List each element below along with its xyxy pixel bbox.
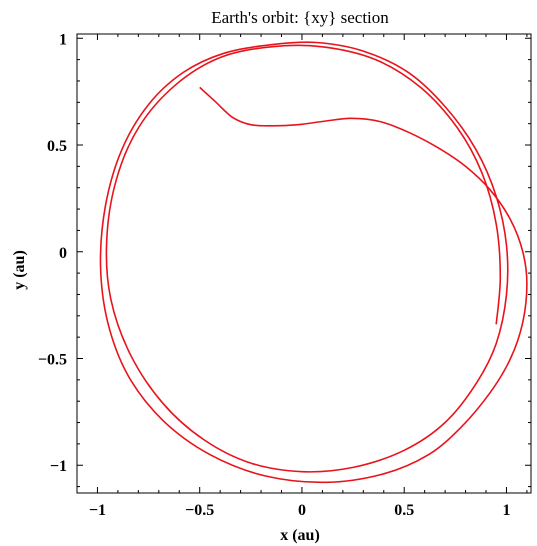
y-tick-label: −0.5 [38,352,67,369]
y-tick-label: −1 [50,458,67,475]
x-tick-label: −1 [89,502,106,519]
minor-ticks [76,34,531,493]
x-tick-label: 0.5 [394,502,414,519]
tick-labels: −1 −0.5 0 0.5 1 −1 −0.5 0 0.5 1 [38,31,511,519]
y-axis-label: y (au) [11,250,28,290]
y-tick-label: 1 [59,31,67,48]
y-tick-label: 0 [59,245,67,262]
x-tick-label: 0 [298,502,306,519]
major-ticks [77,34,531,493]
y-tick-label: 0.5 [47,138,67,155]
plot-frame [76,33,532,494]
x-tick-label: −0.5 [185,502,214,519]
chart-title: Earth's orbit: {xy} section [211,8,389,27]
orbit-series-line [99,41,528,484]
x-axis-label: x (au) [280,527,320,544]
x-tick-label: 1 [502,502,510,519]
